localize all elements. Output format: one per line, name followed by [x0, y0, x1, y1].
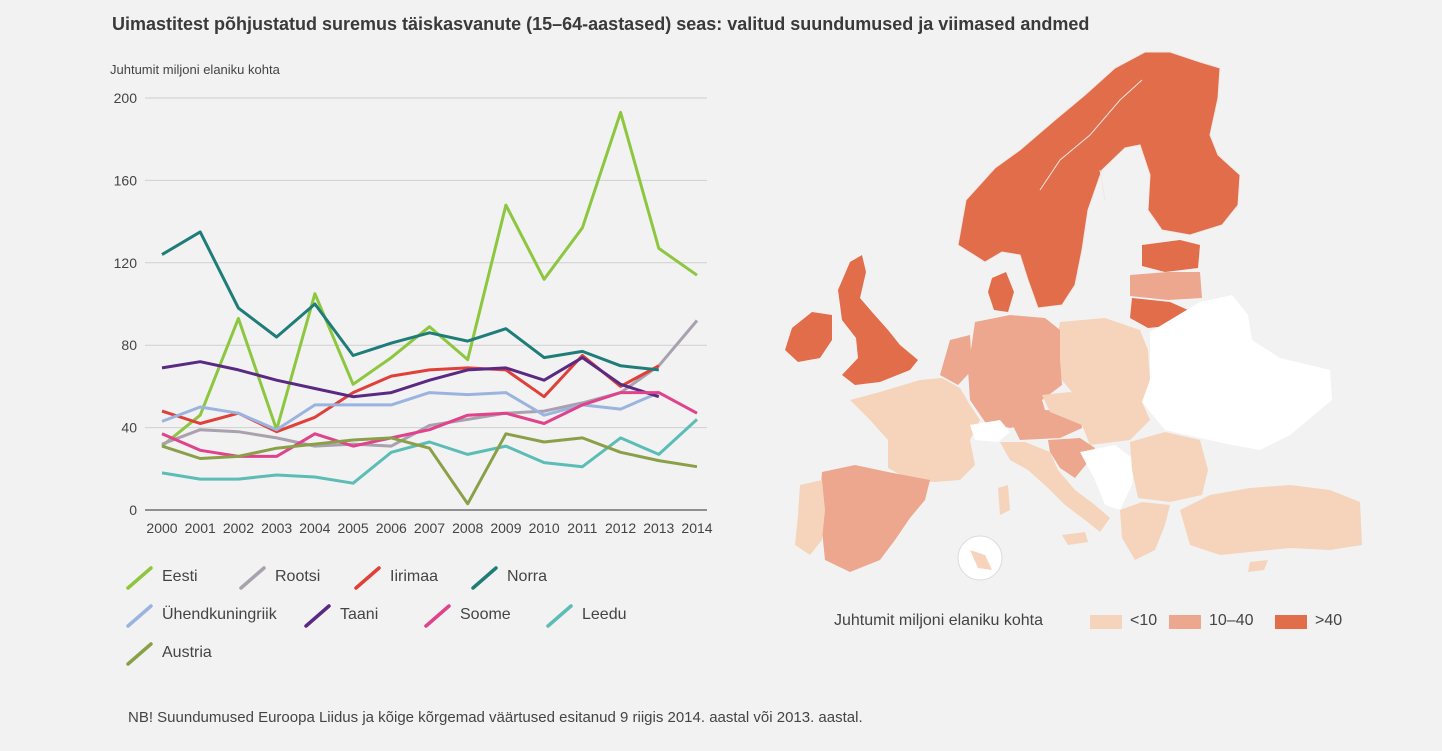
legend-label: Iirimaa: [390, 568, 439, 585]
map-region-estonia: [1142, 240, 1200, 272]
map-region-no-data-east: [1142, 295, 1332, 450]
x-tick-label: 2005: [337, 520, 368, 536]
map-region-portugal: [795, 480, 825, 555]
map-region-ireland: [785, 312, 832, 362]
x-tick-label: 2011: [567, 520, 597, 536]
legend-swatch: [354, 566, 381, 590]
legend-label: Rootsi: [275, 568, 321, 585]
map-region-romania-bulgaria: [1130, 432, 1208, 502]
y-tick-label: 80: [121, 337, 137, 353]
x-tick-label: 2004: [299, 520, 330, 536]
map-region-switzerland: [970, 420, 1010, 442]
legend-swatch: [424, 604, 451, 628]
legend-swatch: [126, 604, 153, 628]
series-line-6: [161, 391, 698, 458]
y-tick-label: 0: [129, 502, 137, 518]
map-region-sicily: [1062, 532, 1088, 545]
x-tick-label: 2009: [490, 520, 521, 536]
europe-map: [785, 51, 1362, 581]
map-legend-swatch-high: [1275, 615, 1307, 629]
y-tick-labels: 0 40 80 120 160 200: [114, 90, 138, 518]
map-region-scandinavia: [957, 51, 1241, 309]
x-tick-label: 2001: [185, 520, 216, 536]
series-line-0: [161, 110, 698, 448]
x-tick-label: 2013: [643, 520, 674, 536]
y-tick-label: 200: [114, 90, 138, 106]
x-tick-label: 2003: [261, 520, 292, 536]
y-tick-label: 160: [114, 172, 138, 188]
legend-label: Austria: [162, 644, 212, 661]
legend-swatch: [126, 642, 153, 666]
y-tick-label: 40: [121, 420, 137, 436]
map-region-sweden-inner: [1039, 79, 1143, 201]
map-region-germany: [968, 315, 1062, 428]
map-region-italy: [1000, 442, 1110, 532]
x-tick-labels: 2000 2001 2002 2003 2004 2005 2006 2007 2008 2009…: [146, 520, 712, 536]
x-tick-label: 2010: [529, 520, 560, 536]
map-region-latvia: [1130, 272, 1202, 300]
x-tick-label: 2002: [223, 520, 254, 536]
series-lines: [161, 110, 699, 506]
map-legend-swatch-mid: [1169, 615, 1201, 629]
map-region-sardinia: [998, 485, 1010, 515]
map-region-france: [850, 378, 980, 482]
map-region-croatia: [1048, 438, 1095, 478]
map-region-cyprus: [1248, 560, 1268, 572]
footnote: NB! Suundumused Euroopa Liidus ja kõige …: [128, 709, 863, 726]
map-region-uk: [838, 255, 918, 385]
x-tick-label: 2014: [681, 520, 712, 536]
map-region-poland: [1055, 318, 1150, 408]
legend-label: Eesti: [162, 568, 198, 585]
legend-label: Ühendkuningriik: [162, 606, 277, 623]
series-line-3: [161, 230, 659, 372]
x-tick-label: 2008: [452, 520, 483, 536]
map-legend-label-mid: 10–40: [1209, 612, 1254, 629]
map-legend-label-low: <10: [1130, 612, 1158, 629]
series-line-2: [161, 354, 660, 434]
legend-label: Leedu: [582, 606, 627, 623]
x-tick-label: 2006: [376, 520, 407, 536]
map-region-benelux: [940, 335, 972, 385]
legend-swatch: [239, 566, 266, 590]
map-region-malta: [970, 550, 992, 570]
legend-swatch: [471, 566, 498, 590]
series-line-8: [161, 432, 698, 506]
map-region-spain: [820, 465, 930, 572]
map-region-central: [1042, 392, 1150, 445]
y-tick-label: 120: [114, 255, 138, 271]
map-region-turkey: [1180, 485, 1362, 555]
gridlines: [145, 97, 707, 511]
legend-label: Norra: [507, 568, 548, 585]
map-region-denmark: [988, 272, 1014, 312]
x-tick-label: 2012: [605, 520, 636, 536]
legend-swatch: [126, 566, 153, 590]
map-legend-label-high: >40: [1315, 612, 1343, 629]
legend-swatch: [304, 604, 331, 628]
legend-label: Soome: [460, 606, 511, 623]
series-line-4: [161, 391, 660, 432]
x-tick-label: 2007: [414, 520, 445, 536]
y-axis-label: Juhtumit miljoni elaniku kohta: [110, 62, 280, 77]
map-region-greece: [1120, 502, 1170, 560]
x-tick-label: 2000: [146, 520, 177, 536]
legend-swatch: [546, 604, 573, 628]
map-legend-title: Juhtumit miljoni elaniku kohta: [834, 612, 1043, 629]
series-line-5: [161, 356, 660, 399]
map-legend-swatch-low: [1090, 615, 1122, 629]
chart-title: Uimastitest põhjustatud suremus täiskasv…: [112, 14, 1090, 34]
legend-label: Taani: [340, 606, 379, 623]
map-region-balkans-no-data: [1080, 445, 1135, 510]
